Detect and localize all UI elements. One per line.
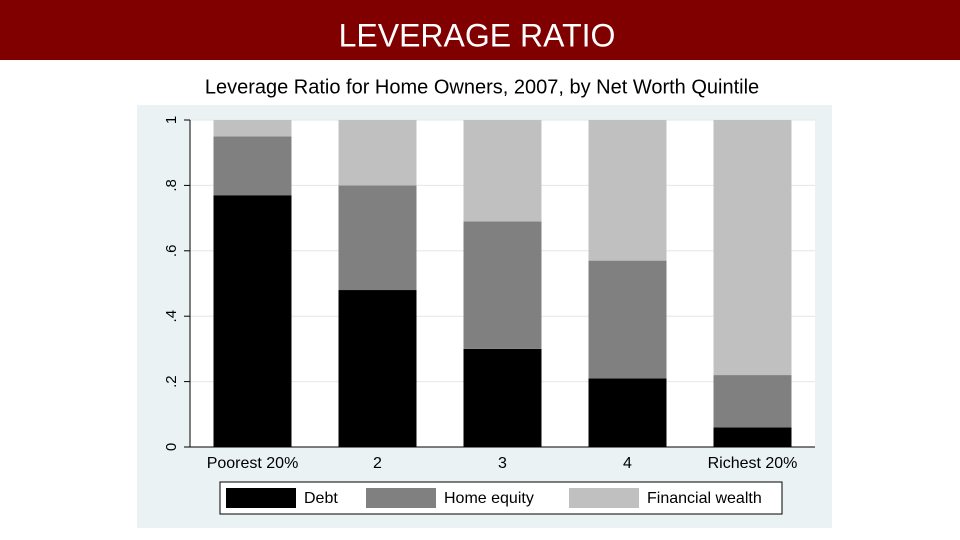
legend-swatch — [569, 488, 639, 508]
bar-segment — [588, 260, 667, 379]
y-tick-label: .4 — [163, 310, 180, 323]
slide-title: LEVERAGE RATIO — [339, 17, 616, 53]
y-tick-label: 0 — [163, 443, 180, 451]
y-tick-label: .6 — [163, 245, 180, 258]
x-tick-label: 2 — [373, 455, 382, 472]
bar-segment — [463, 348, 542, 447]
bar-segment — [588, 120, 667, 261]
y-tick-label: .2 — [163, 375, 180, 388]
bar-segment — [463, 221, 542, 349]
x-tick-label: Richest 20% — [708, 455, 798, 472]
legend-label: Debt — [304, 490, 338, 507]
legend-swatch — [226, 488, 296, 508]
bar-segment — [213, 195, 292, 447]
y-tick-label: .8 — [163, 179, 180, 192]
bar-segment — [213, 120, 292, 137]
y-tick-label: 1 — [163, 116, 180, 124]
legend — [219, 481, 783, 515]
bar-segment — [463, 120, 542, 222]
bar-segment — [213, 136, 292, 196]
bar-segment — [713, 427, 792, 447]
bar-segment — [338, 185, 417, 291]
x-tick-label: 4 — [623, 455, 632, 472]
bar-segment — [338, 290, 417, 447]
legend-label: Financial wealth — [647, 490, 762, 507]
chart-title: Leverage Ratio for Home Owners, 2007, by… — [205, 76, 759, 98]
x-tick-label: 3 — [498, 455, 507, 472]
bar-segment — [338, 120, 417, 186]
legend-swatch — [366, 488, 436, 508]
bar-segment — [713, 120, 792, 376]
bar-segment — [713, 375, 792, 428]
bar-segment — [588, 378, 667, 447]
x-tick-label: Poorest 20% — [207, 455, 299, 472]
header-bar — [0, 0, 960, 60]
legend-label: Home equity — [444, 490, 534, 507]
